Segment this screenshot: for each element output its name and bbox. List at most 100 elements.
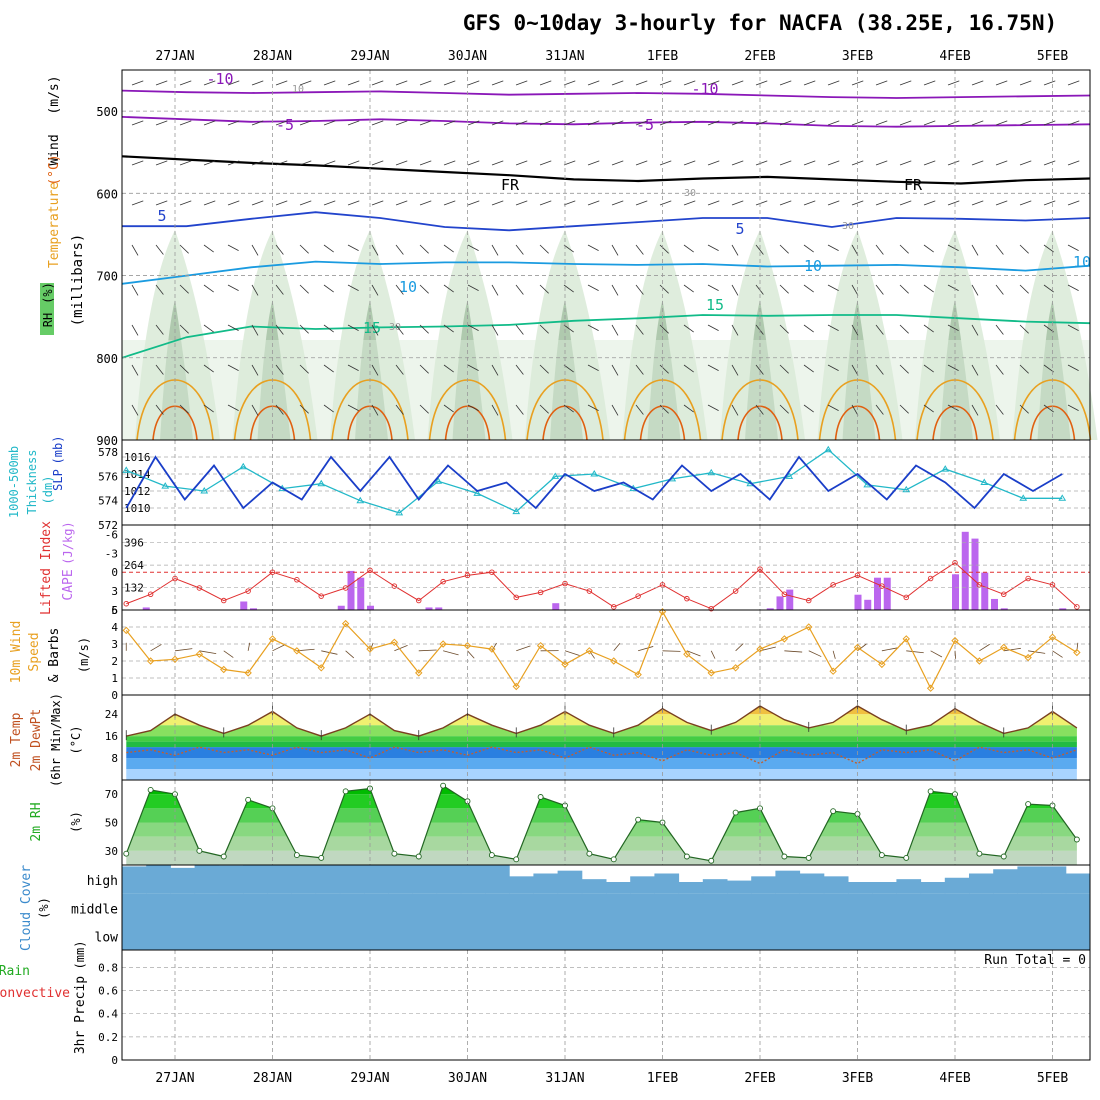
wind-barb: [395, 244, 404, 255]
wind-barb: [371, 120, 384, 126]
cape-bar: [347, 570, 355, 610]
lifted-index-point: [464, 572, 471, 579]
wind10-barb: [516, 645, 531, 652]
wind10-speed-point: [902, 635, 910, 643]
wind-barb: [995, 120, 1008, 126]
temp-band: [126, 769, 1077, 780]
temp2m-ytick: 24: [105, 708, 119, 721]
wind-barb: [899, 120, 912, 126]
wind-barb: [395, 80, 408, 86]
cloud-high-bar: [1041, 866, 1067, 894]
rh-legend-swatch: [40, 283, 54, 335]
wind10-barb: [345, 650, 355, 659]
wind-barb: [467, 200, 480, 206]
wind-barb: [419, 404, 429, 414]
lifted-cape-frame: [121, 524, 1091, 611]
rh-point: [1000, 853, 1007, 860]
wind-barb: [923, 284, 934, 293]
wind-barb: [467, 80, 480, 86]
wind-barb: [443, 324, 454, 333]
wind-barb: [587, 284, 599, 291]
contour-label: 30: [842, 221, 854, 232]
wind10-ytick: 3: [111, 638, 118, 651]
wind-barb: [299, 160, 312, 166]
cape-bar: [776, 596, 784, 610]
wind-barb: [155, 80, 168, 86]
dewpt2m-axis-label: 2m DewPt: [29, 709, 44, 772]
rh-point: [903, 854, 910, 861]
wind-barb: [947, 284, 959, 291]
wind10-speed-point: [317, 664, 325, 672]
wind-barb: [323, 404, 334, 413]
wind-barb: [155, 324, 164, 335]
lifted-index-point: [854, 572, 861, 579]
wind-barb: [731, 80, 744, 86]
wind-barb: [563, 244, 574, 253]
lifted-index-point: [513, 594, 520, 601]
lifted-index-point: [318, 593, 325, 599]
wind-barb: [395, 120, 408, 126]
wind-barb: [299, 120, 312, 126]
wind10-speed-point: [244, 669, 252, 677]
wind-barb: [179, 364, 189, 374]
wind-barb: [299, 364, 309, 374]
cape-bar: [337, 605, 345, 610]
wind-barb: [251, 80, 264, 86]
cloud-level-label: high: [87, 874, 118, 889]
wind-barb: [443, 160, 456, 166]
cape-bar: [1059, 608, 1067, 610]
wind-barb: [947, 160, 960, 166]
wind-barb: [179, 324, 189, 334]
date-label-bottom: 5FEB: [1037, 1071, 1068, 1086]
wind-barb: [131, 324, 139, 336]
wind-barb: [155, 200, 168, 206]
rh-point: [927, 788, 934, 795]
wind-barb: [539, 160, 552, 166]
cloud-high-bar: [509, 876, 534, 894]
rh-band: [126, 822, 1077, 837]
wind-barb: [491, 364, 499, 376]
wind-barb: [875, 364, 884, 375]
wind-barb: [539, 244, 549, 254]
wind-barb: [467, 160, 480, 166]
wind-barb: [587, 120, 600, 126]
lifted-index-point: [830, 582, 836, 588]
cape-bar: [250, 608, 257, 610]
cape-bar: [425, 607, 433, 610]
wind-barb: [395, 200, 408, 206]
rh-point: [732, 809, 739, 816]
cloud-high-bar: [146, 865, 171, 894]
lifted-index-point: [391, 583, 398, 589]
cloud-high-bar: [218, 865, 244, 894]
wind-barb: [1043, 80, 1056, 86]
wind10-speed-point: [220, 665, 228, 674]
contour-label: 10: [292, 84, 304, 95]
wind10-speed-point: [926, 684, 935, 692]
wind10-speed-point: [610, 657, 618, 665]
temp-band: [126, 747, 1077, 759]
cloud-high-bar: [194, 865, 220, 894]
cloud-high-bar: [364, 865, 389, 894]
wind-barb: [179, 404, 189, 414]
cape-bar: [991, 598, 998, 610]
lifted-index-point: [732, 588, 739, 594]
wind-barb: [227, 200, 240, 206]
cape-bar: [1000, 608, 1008, 610]
wind-barb: [611, 80, 624, 86]
wind10-barb: [174, 648, 193, 652]
temperature-axis-label: Temperature: [47, 182, 62, 268]
temp2m-axis-label: 2m Temp: [9, 712, 24, 767]
lifted-index-point: [123, 600, 129, 607]
wind-barb: [779, 80, 792, 86]
wind-barb: [731, 120, 744, 126]
lifted-index-point: [269, 569, 276, 575]
wind-barb: [1067, 120, 1080, 126]
slp-ytick: 1012: [124, 485, 151, 498]
wind-barb: [971, 324, 979, 336]
wind-barb: [611, 284, 619, 296]
wind10-barb: [443, 650, 459, 656]
wind10-speed-point: [195, 650, 204, 658]
wind-barb: [299, 244, 309, 254]
wind-barb: [443, 404, 454, 413]
wind-barb: [827, 324, 839, 331]
